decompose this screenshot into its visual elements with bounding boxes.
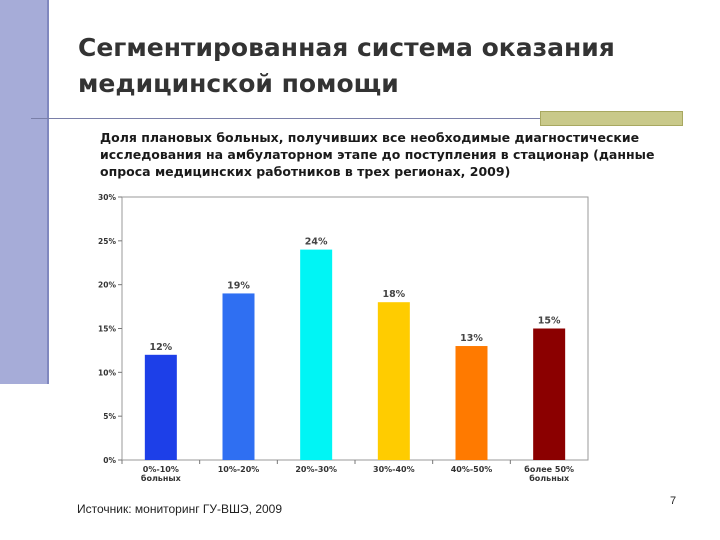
bar bbox=[300, 249, 333, 460]
page-number: 7 bbox=[670, 495, 677, 507]
data-label: 15% bbox=[538, 316, 561, 327]
y-tick-label: 0% bbox=[103, 456, 116, 465]
y-tick-label: 10% bbox=[98, 368, 116, 377]
data-label: 13% bbox=[460, 333, 483, 344]
bar bbox=[455, 346, 488, 460]
title-divider bbox=[31, 118, 683, 119]
x-tick-label: 40%-50% bbox=[451, 465, 493, 474]
x-tick-label: 10%-20% bbox=[218, 465, 260, 474]
x-tick-label: 0%-10% bbox=[143, 465, 179, 474]
source-note: Источник: мониторинг ГУ-ВШЭ, 2009 bbox=[77, 502, 283, 516]
bar bbox=[377, 302, 410, 460]
data-label: 18% bbox=[382, 289, 405, 300]
accent-box bbox=[540, 111, 683, 126]
x-tick-label: 30%-40% bbox=[373, 465, 415, 474]
left-decorative-bar bbox=[0, 0, 49, 384]
y-tick-label: 15% bbox=[98, 325, 116, 334]
data-label: 12% bbox=[149, 342, 172, 353]
bar bbox=[144, 354, 177, 460]
x-tick-label: больных bbox=[141, 473, 182, 483]
plot-area-frame bbox=[121, 196, 589, 461]
x-tick-label: более 50% bbox=[524, 464, 574, 474]
y-tick-label: 25% bbox=[98, 237, 116, 246]
bar bbox=[533, 328, 566, 460]
x-tick-label: 20%-30% bbox=[295, 465, 337, 474]
data-label: 19% bbox=[227, 280, 250, 291]
data-label: 24% bbox=[305, 237, 328, 248]
y-tick-label: 5% bbox=[103, 412, 116, 421]
y-tick-label: 20% bbox=[98, 281, 116, 290]
slide-title: Сегментированная система оказания медици… bbox=[78, 33, 615, 98]
y-tick-label: 30% bbox=[98, 193, 116, 202]
x-tick-label: больных bbox=[529, 473, 570, 483]
chart-subtitle: Доля плановых больных, получивших все не… bbox=[100, 130, 655, 179]
bar bbox=[222, 293, 255, 460]
